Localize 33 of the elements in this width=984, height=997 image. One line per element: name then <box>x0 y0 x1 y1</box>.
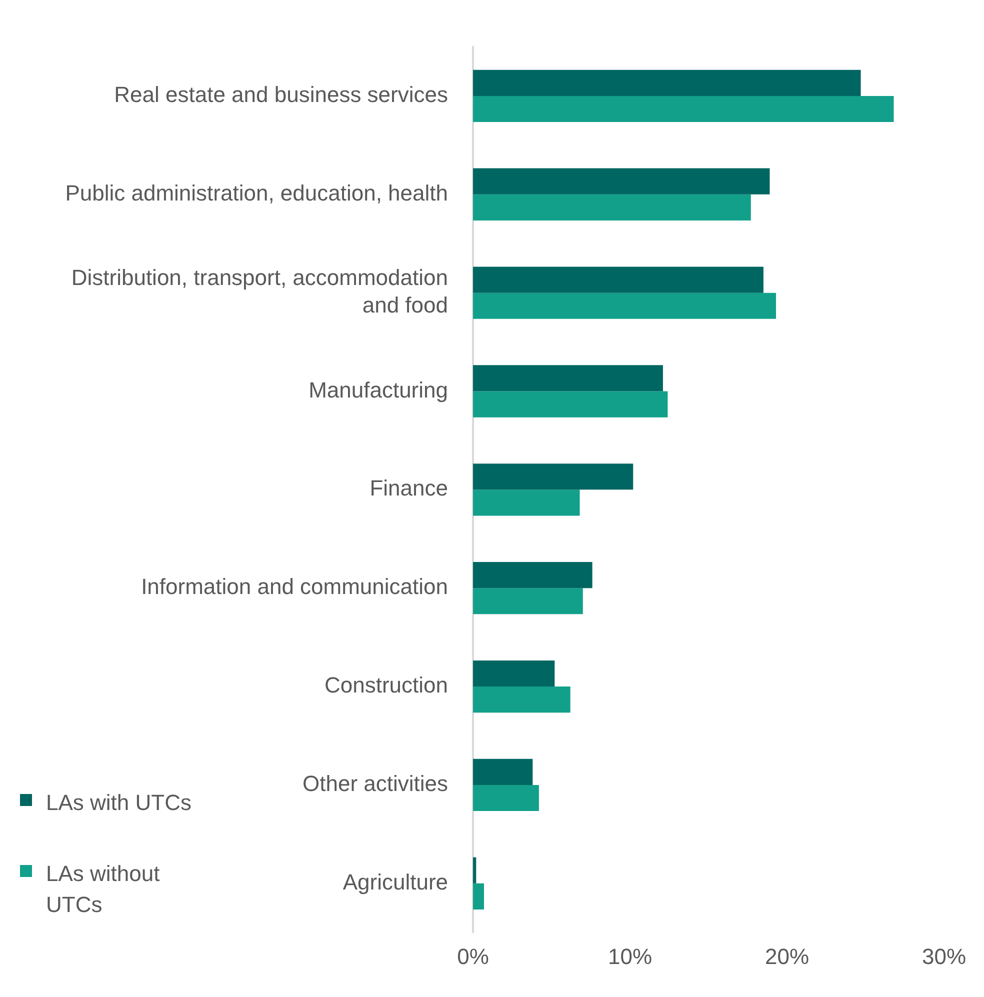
x-tick-label: 10% <box>608 944 652 969</box>
legend-label: LAs with UTCs <box>46 789 192 817</box>
bar <box>473 588 583 614</box>
y-tick-label: Agriculture <box>342 869 448 894</box>
bar <box>473 686 570 713</box>
bar <box>473 562 592 588</box>
bar <box>473 168 770 194</box>
y-tick-label: Other activities <box>302 771 448 796</box>
bar <box>473 784 539 812</box>
bar <box>473 266 764 293</box>
legend-label: LAs without UTCs <box>46 860 161 919</box>
y-tick-label: Information and communication <box>141 574 448 600</box>
x-tick-label: 20% <box>764 944 810 969</box>
bar <box>473 490 580 516</box>
bar <box>473 660 555 687</box>
bar <box>473 857 476 884</box>
y-tick-label: Real estate and business services <box>114 82 448 108</box>
y-tick-label: Distribution, transport, accommodation and food <box>71 265 448 318</box>
bar <box>473 758 533 785</box>
y-tick-label: Manufacturing <box>308 377 448 402</box>
bar <box>473 292 776 319</box>
bar <box>473 883 484 910</box>
y-tick-label: Construction <box>324 672 448 698</box>
bar <box>473 365 663 392</box>
bar <box>473 194 751 220</box>
x-tick-label: 30% <box>922 944 966 969</box>
bar <box>473 96 894 122</box>
bar <box>473 70 861 96</box>
y-tick-label: Finance <box>370 476 448 501</box>
bar <box>473 391 668 418</box>
bar <box>473 464 634 490</box>
x-tick-label: 0% <box>457 944 489 969</box>
y-tick-label: Public administration, education, health <box>65 180 448 206</box>
